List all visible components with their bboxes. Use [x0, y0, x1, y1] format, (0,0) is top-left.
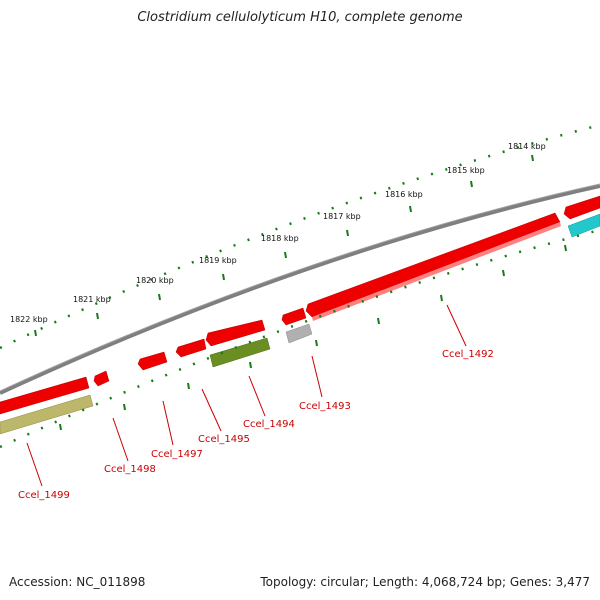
- gene-ccel-1492-shadow: [312, 222, 561, 321]
- genome-backbone: [0, 184, 600, 395]
- gene-ccel-1495-fwd[interactable]: [175, 338, 207, 358]
- kbp-labels: 1814 kbp 1815 kbp 1816 kbp 1817 kbp 1818…: [10, 142, 546, 324]
- gene-label-ccel-1494[interactable]: Ccel_1494: [243, 419, 295, 430]
- leader-ccel-1498: [112, 417, 129, 462]
- major-tick: [440, 294, 443, 302]
- leader-ccel-1492: [446, 304, 467, 347]
- major-tick: [96, 312, 99, 320]
- major-tick: [34, 329, 37, 337]
- label-leaders: [26, 304, 467, 487]
- major-tick: [222, 273, 225, 281]
- kbp-label-1816: 1816 kbp: [385, 190, 423, 199]
- major-tick: [249, 361, 252, 369]
- accession-text: Accession: NC_011898: [9, 575, 146, 589]
- gene-ccel-1498-fwd[interactable]: [93, 370, 110, 387]
- kbp-label-1821: 1821 kbp: [73, 295, 111, 304]
- major-tick: [284, 251, 287, 259]
- gene-label-ccel-1492[interactable]: Ccel_1492: [442, 349, 494, 360]
- forward-genes: [0, 195, 600, 415]
- gene-label-ccel-1499[interactable]: Ccel_1499: [18, 490, 70, 501]
- major-tick: [346, 229, 349, 237]
- leader-ccel-1493: [311, 355, 323, 398]
- inner-major-ticks: [59, 244, 567, 431]
- gene-label-ccel-1498[interactable]: Ccel_1498: [104, 464, 156, 475]
- gene-ccel-1499-fwd[interactable]: [0, 376, 90, 415]
- kbp-label-1818: 1818 kbp: [261, 234, 299, 243]
- kbp-label-1822: 1822 kbp: [10, 315, 48, 324]
- major-tick: [123, 403, 126, 411]
- kbp-label-1814: 1814 kbp: [508, 142, 546, 151]
- gene-label-ccel-1493[interactable]: Ccel_1493: [299, 401, 351, 412]
- gene-ccel-1493-fwd[interactable]: [281, 307, 307, 326]
- gene-label-ccel-1497[interactable]: Ccel_1497: [151, 449, 203, 460]
- major-tick: [187, 382, 190, 390]
- kbp-label-1820: 1820 kbp: [136, 276, 174, 285]
- major-tick: [531, 154, 534, 162]
- kbp-label-1819: 1819 kbp: [199, 256, 237, 265]
- gene-olive[interactable]: [209, 337, 271, 368]
- major-tick: [564, 244, 567, 252]
- major-tick: [158, 293, 161, 301]
- major-tick: [315, 339, 318, 347]
- gene-ccel-1497-fwd[interactable]: [137, 351, 168, 371]
- major-tick: [377, 317, 380, 325]
- gene-khaki[interactable]: [0, 394, 94, 435]
- gene-cyan[interactable]: [567, 213, 600, 238]
- gene-labels: Ccel_1492 Ccel_1493 Ccel_1494 Ccel_1495 …: [18, 349, 494, 501]
- major-tick: [470, 180, 473, 188]
- gene-ccel-1491[interactable]: [563, 195, 600, 220]
- major-tick: [409, 205, 412, 213]
- genome-summary-text: Topology: circular; Length: 4,068,724 bp…: [260, 575, 590, 589]
- leader-ccel-1497: [162, 400, 174, 446]
- reverse-genes: [0, 213, 600, 435]
- leader-ccel-1499: [26, 442, 43, 487]
- outer-scale-ring: [0, 123, 600, 350]
- leader-ccel-1494: [248, 375, 266, 417]
- major-tick: [59, 423, 62, 431]
- kbp-label-1815: 1815 kbp: [447, 166, 485, 175]
- kbp-label-1817: 1817 kbp: [323, 212, 361, 221]
- genome-backbone-highlight: [0, 183, 600, 392]
- map-title: Clostridium cellulolyticum H10, complete…: [137, 10, 463, 25]
- gene-ccel-1494-fwd[interactable]: [205, 319, 266, 347]
- major-tick: [502, 269, 505, 277]
- gene-label-ccel-1495[interactable]: Ccel_1495: [198, 434, 250, 445]
- gene-gray[interactable]: [285, 323, 313, 344]
- outer-major-ticks: [34, 154, 534, 337]
- leader-ccel-1495: [201, 388, 222, 432]
